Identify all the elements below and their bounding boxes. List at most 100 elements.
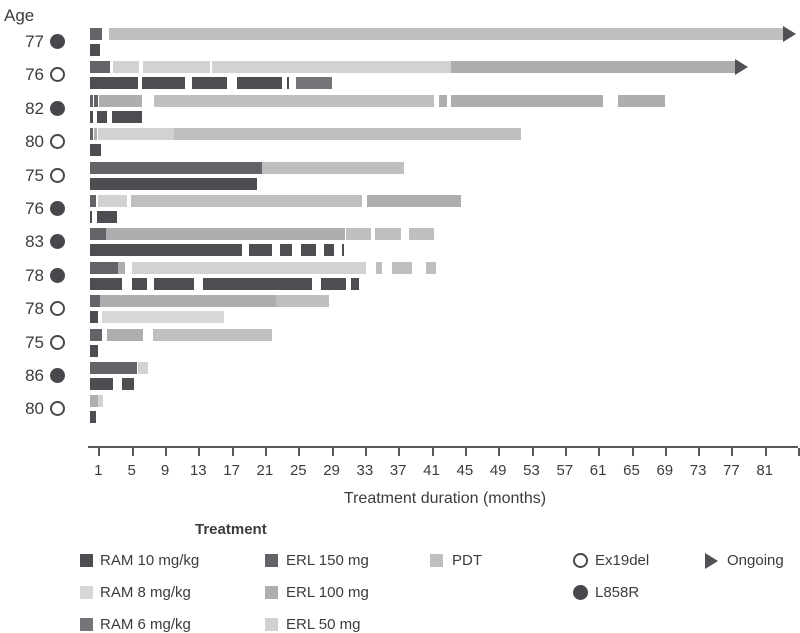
treatment-segment	[450, 94, 604, 107]
legend-item-label: PDT	[452, 552, 482, 569]
treatment-segment	[90, 411, 96, 424]
axis-tick	[698, 448, 701, 456]
treatment-segment	[90, 195, 96, 207]
treatment-segment	[90, 228, 106, 241]
treatment-segment	[341, 244, 344, 257]
treatment-segment	[367, 195, 461, 207]
ongoing-arrow	[783, 26, 797, 42]
axis-tick	[464, 448, 467, 456]
legend-item-label: RAM 8 mg/kg	[100, 584, 191, 601]
treatment-segment	[130, 195, 363, 207]
treatment-segment	[202, 277, 312, 290]
age-value: 78	[25, 299, 44, 319]
treatment-segment	[154, 277, 195, 290]
treatment-segment	[425, 261, 437, 274]
legend-swatch	[265, 618, 278, 631]
axis-tick-label: 17	[223, 462, 240, 479]
axis-tick-label: 65	[623, 462, 640, 479]
treatment-segment	[90, 28, 102, 40]
treatment-segment	[450, 61, 735, 74]
treatment-segment	[112, 61, 140, 74]
age-value: 83	[25, 232, 44, 252]
ongoing-arrow	[734, 59, 748, 76]
legend-item-label: Ongoing	[727, 552, 784, 569]
legend-item-label: Ex19del	[595, 552, 650, 569]
treatment-segment	[137, 362, 148, 374]
mutation-marker-l858r	[50, 368, 65, 383]
treatment-segment	[90, 244, 243, 257]
age-value: 77	[25, 32, 44, 51]
treatment-segment	[211, 61, 451, 74]
mutation-marker-ex19del	[50, 334, 65, 350]
axis-tick-label: 37	[389, 462, 407, 479]
treatment-segment	[90, 110, 93, 123]
treatment-segment	[101, 311, 225, 324]
mutation-marker-l858r	[50, 100, 65, 116]
treatment-segment	[96, 211, 118, 223]
axis-tick	[364, 448, 367, 456]
treatment-segment	[94, 94, 99, 107]
treatment-segment	[121, 378, 135, 390]
legend: RAM 10 mg/kg RAM 8 mg/kg RAM 6 mg/kg ERL 15…	[0, 540, 800, 633]
treatment-segment	[275, 295, 330, 308]
treatment-segment	[152, 328, 272, 341]
axis-tick-label: 57	[556, 462, 574, 479]
treatment-segment	[109, 28, 784, 40]
x-axis-title: Treatment duration (months)	[343, 490, 547, 507]
treatment-segment	[94, 128, 97, 141]
axis-tick-label: 13	[189, 462, 207, 479]
mutation-marker-ex19del	[50, 301, 65, 317]
legend-item-label: ERL 50 mg	[286, 616, 361, 633]
treatment-segment	[439, 94, 448, 107]
axis-tick	[398, 448, 401, 456]
treatment-segment	[96, 110, 108, 123]
legend-title: Treatment	[195, 521, 267, 538]
treatment-segment	[90, 77, 138, 90]
treatment-segment	[90, 311, 98, 324]
axis-tick-label: 25	[289, 462, 307, 479]
axis-tick-label: 81	[756, 462, 774, 479]
age-value: 86	[25, 366, 44, 385]
treatment-segment	[279, 244, 292, 257]
treatment-segment	[90, 277, 122, 290]
age-column-header: Age	[4, 6, 35, 25]
axis-tick	[198, 448, 201, 456]
treatment-segment	[90, 128, 93, 141]
axis-tick	[231, 448, 234, 456]
plot-area: 77 76 82 80 75 76 83 78 78 75 86 80 1 5 9 13 17 21 25 29 33 3…	[25, 26, 800, 479]
axis-tick	[764, 448, 767, 456]
treatment-segment	[320, 277, 346, 290]
legend-swatch	[80, 586, 93, 599]
treatment-segment	[350, 277, 359, 290]
axis-tick	[731, 448, 734, 456]
treatment-segment	[90, 211, 93, 223]
legend-ex19del-marker	[573, 553, 588, 568]
treatment-segment	[90, 328, 102, 341]
treatment-segment	[90, 261, 118, 274]
treatment-segment	[105, 228, 345, 241]
legend-l858r-marker	[573, 585, 588, 600]
treatment-segment	[391, 261, 412, 274]
axis-tick	[531, 448, 534, 456]
age-value: 75	[25, 165, 44, 185]
axis-tick-label: 73	[689, 462, 707, 479]
treatment-segment	[142, 61, 210, 74]
treatment-segment	[90, 161, 263, 174]
legend-swatch	[265, 586, 278, 599]
treatment-segment	[118, 261, 125, 274]
treatment-segment	[141, 77, 185, 90]
axis-tick	[564, 448, 567, 456]
legend-swatch	[265, 554, 278, 567]
treatment-segment	[154, 94, 434, 107]
axis-tick-label: 1	[94, 462, 103, 479]
axis-tick	[264, 448, 267, 456]
treatment-segment	[90, 61, 110, 74]
mutation-marker-ex19del	[50, 134, 65, 150]
treatment-segment	[618, 94, 665, 107]
axis-tick	[298, 448, 301, 456]
age-value: 78	[25, 265, 44, 285]
treatment-segment	[90, 94, 93, 107]
legend-item-label: L858R	[595, 584, 640, 601]
axis-tick	[631, 448, 634, 456]
